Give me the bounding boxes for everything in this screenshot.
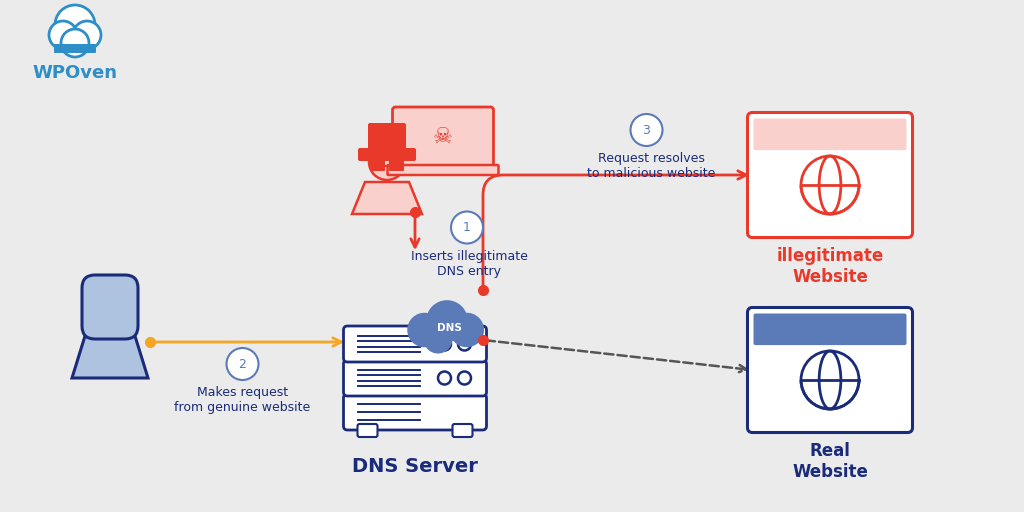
Text: 2: 2	[239, 357, 247, 371]
Circle shape	[55, 5, 95, 45]
Text: 1: 1	[463, 221, 471, 234]
FancyBboxPatch shape	[357, 424, 378, 437]
Text: DNS: DNS	[436, 323, 462, 333]
Circle shape	[427, 301, 467, 341]
FancyBboxPatch shape	[343, 394, 486, 430]
Text: Request resolves
to malicious website: Request resolves to malicious website	[588, 152, 716, 180]
Circle shape	[451, 314, 483, 346]
FancyBboxPatch shape	[387, 165, 499, 175]
Text: 3: 3	[643, 123, 650, 137]
Text: Makes request
from genuine website: Makes request from genuine website	[174, 386, 310, 414]
FancyBboxPatch shape	[370, 159, 385, 171]
Circle shape	[226, 348, 258, 380]
Circle shape	[61, 29, 89, 57]
Circle shape	[369, 144, 406, 180]
Polygon shape	[352, 182, 422, 214]
Text: Inserts illegitimate
DNS entry: Inserts illegitimate DNS entry	[411, 249, 527, 278]
FancyBboxPatch shape	[358, 148, 416, 161]
Circle shape	[49, 21, 77, 49]
FancyBboxPatch shape	[54, 44, 96, 53]
Text: illegitimate
Website: illegitimate Website	[776, 247, 884, 286]
FancyBboxPatch shape	[453, 424, 472, 437]
FancyBboxPatch shape	[82, 275, 138, 339]
FancyBboxPatch shape	[748, 308, 912, 433]
FancyBboxPatch shape	[392, 107, 494, 168]
Polygon shape	[72, 336, 148, 378]
Circle shape	[425, 326, 452, 352]
Circle shape	[631, 114, 663, 146]
FancyBboxPatch shape	[754, 313, 906, 345]
Circle shape	[451, 211, 483, 244]
FancyBboxPatch shape	[343, 326, 486, 362]
FancyBboxPatch shape	[748, 113, 912, 238]
Text: ☠: ☠	[433, 127, 453, 147]
Circle shape	[73, 21, 101, 49]
Text: Real
Website: Real Website	[792, 442, 868, 481]
FancyBboxPatch shape	[343, 360, 486, 396]
FancyBboxPatch shape	[368, 123, 406, 154]
FancyBboxPatch shape	[389, 159, 404, 171]
FancyBboxPatch shape	[754, 118, 906, 150]
Circle shape	[409, 314, 440, 346]
Text: WPOven: WPOven	[33, 64, 118, 82]
Text: DNS Server: DNS Server	[352, 457, 478, 476]
